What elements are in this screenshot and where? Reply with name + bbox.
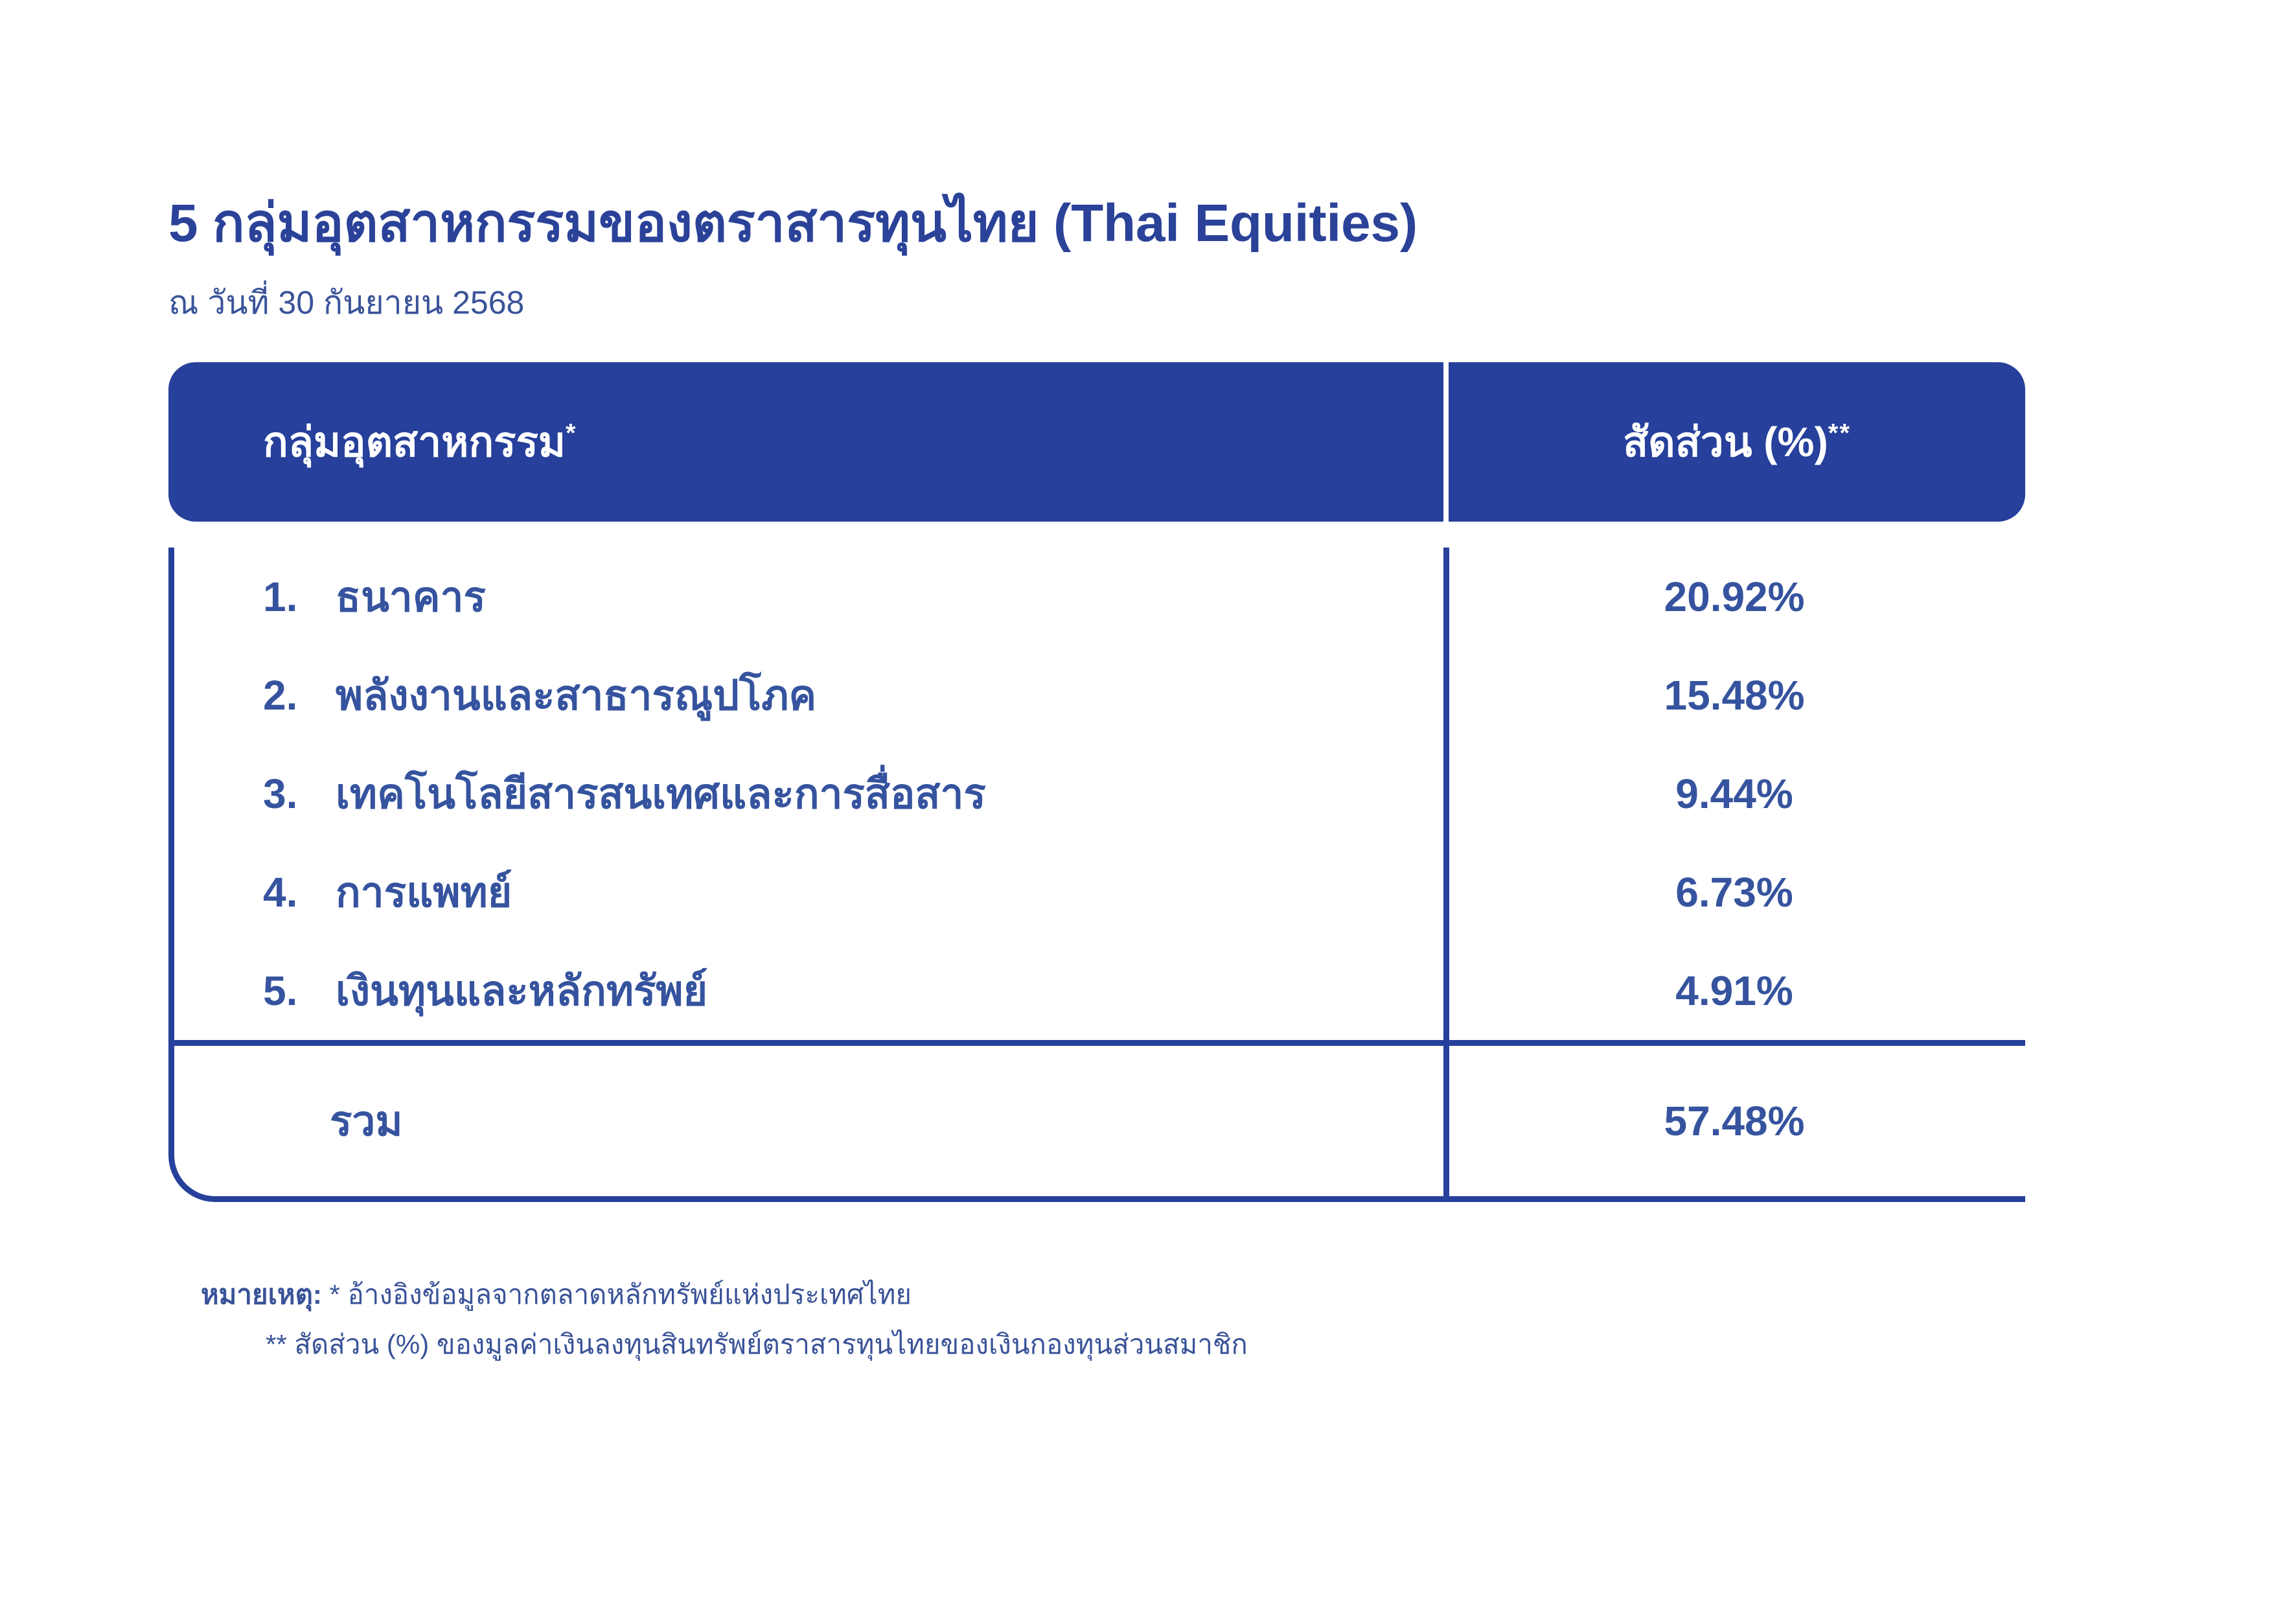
table-cell-industry: 3. เทคโนโลยีสารสนเทศและการสื่อสาร — [174, 761, 1443, 827]
row-label: พลังงานและสาธารณูปโภค — [336, 672, 817, 719]
table-header-row: กลุ่มอุตสาหกรรม* สัดส่วน (%)** — [168, 362, 2025, 522]
table-data-rows: 1. ธนาคาร 20.92% 2. พลังงานและสาธารณูปโภ… — [174, 548, 2025, 1041]
footnote-marker-single: * — [566, 419, 577, 448]
column-divider — [1443, 548, 1449, 1041]
footnote-first-text: * อ้างอิงข้อมูลจากตลาดหลักทรัพย์แห่งประเ… — [321, 1279, 912, 1310]
table-total-wrapper: รวม 57.48% — [174, 1046, 2025, 1197]
table-cell-proportion: 4.91% — [1443, 967, 2025, 1015]
table-header-cell-proportion: สัดส่วน (%)** — [1443, 362, 2025, 522]
column-divider-total — [1443, 1046, 1449, 1197]
table-cell-industry: 5. เงินทุนและหลักทรัพย์ — [174, 958, 1443, 1024]
table-row: 3. เทคโนโลยีสารสนเทศและการสื่อสาร 9.44% — [174, 745, 2025, 843]
footnote-first: หมายเหตุ: * อ้างอิงข้อมูลจากตลาดหลักทรัพ… — [201, 1273, 2296, 1315]
industry-allocation-table: กลุ่มอุตสาหกรรม* สัดส่วน (%)** 1. ธนาคาร… — [168, 362, 2025, 1203]
row-label: เทคโนโลยีสารสนเทศและการสื่อสาร — [336, 770, 986, 818]
table-cell-proportion: 9.44% — [1443, 770, 2025, 818]
table-row: 1. ธนาคาร 20.92% — [174, 548, 2025, 646]
table-header-industry-label: กลุ่มอุตสาหกรรม* — [263, 419, 577, 466]
footnote-marker-double: ** — [1828, 419, 1851, 448]
table-cell-total-value: 57.48% — [1443, 1097, 2025, 1145]
table-row: 2. พลังงานและสาธารณูปโภค 15.48% — [174, 646, 2025, 745]
row-label: ธนาคาร — [336, 573, 486, 621]
table-cell-total-label: รวม — [174, 1088, 1443, 1154]
row-value: 4.91% — [1675, 967, 1793, 1015]
table-row: 4. การแพทย์ 6.73% — [174, 843, 2025, 942]
table-cell-industry: 4. การแพทย์ — [174, 859, 1443, 925]
row-index: 2. — [263, 672, 298, 719]
row-index: 4. — [263, 869, 298, 916]
footnote-second: ** สัดส่วน (%) ของมูลค่าเงินลงทุนสินทรัพ… — [266, 1329, 1248, 1360]
row-index: 3. — [263, 770, 298, 818]
table-header-proportion-label: สัดส่วน (%)** — [1623, 419, 1851, 466]
row-value: 20.92% — [1664, 573, 1805, 621]
footnote-label: หมายเหตุ: — [201, 1279, 322, 1310]
table-header-cell-industry: กลุ่มอุตสาหกรรม* — [168, 362, 1443, 522]
row-index: 5. — [263, 967, 298, 1015]
row-value: 9.44% — [1675, 770, 1793, 818]
total-separator-rule — [168, 1040, 2025, 1046]
table-body: 1. ธนาคาร 20.92% 2. พลังงานและสาธารณูปโภ… — [168, 548, 2025, 1203]
table-total-row: รวม 57.48% — [174, 1046, 2025, 1196]
total-label: รวม — [330, 1098, 403, 1145]
total-value: 57.48% — [1664, 1098, 1805, 1145]
table-cell-proportion: 15.48% — [1443, 671, 2025, 719]
row-label: การแพทย์ — [336, 869, 512, 916]
table-cell-proportion: 20.92% — [1443, 573, 2025, 621]
row-index: 1. — [263, 573, 298, 621]
page-subtitle: ณ วันที่ 30 กันยายน 2568 — [168, 284, 525, 321]
row-value: 15.48% — [1664, 672, 1805, 719]
table-cell-proportion: 6.73% — [1443, 868, 2025, 916]
table-row: 5. เงินทุนและหลักทรัพย์ 4.91% — [174, 942, 2025, 1040]
row-value: 6.73% — [1675, 869, 1793, 916]
row-label: เงินทุนและหลักทรัพย์ — [336, 967, 708, 1015]
table-cell-industry: 1. ธนาคาร — [174, 564, 1443, 630]
page-title: 5 กลุ่มอุตสาหกรรมของตราสารทุนไทย (Thai E… — [168, 194, 1418, 253]
table-cell-industry: 2. พลังงานและสาธารณูปโภค — [174, 662, 1443, 728]
footnotes: หมายเหตุ: * อ้างอิงข้อมูลจากตลาดหลักทรัพ… — [168, 1273, 2296, 1365]
